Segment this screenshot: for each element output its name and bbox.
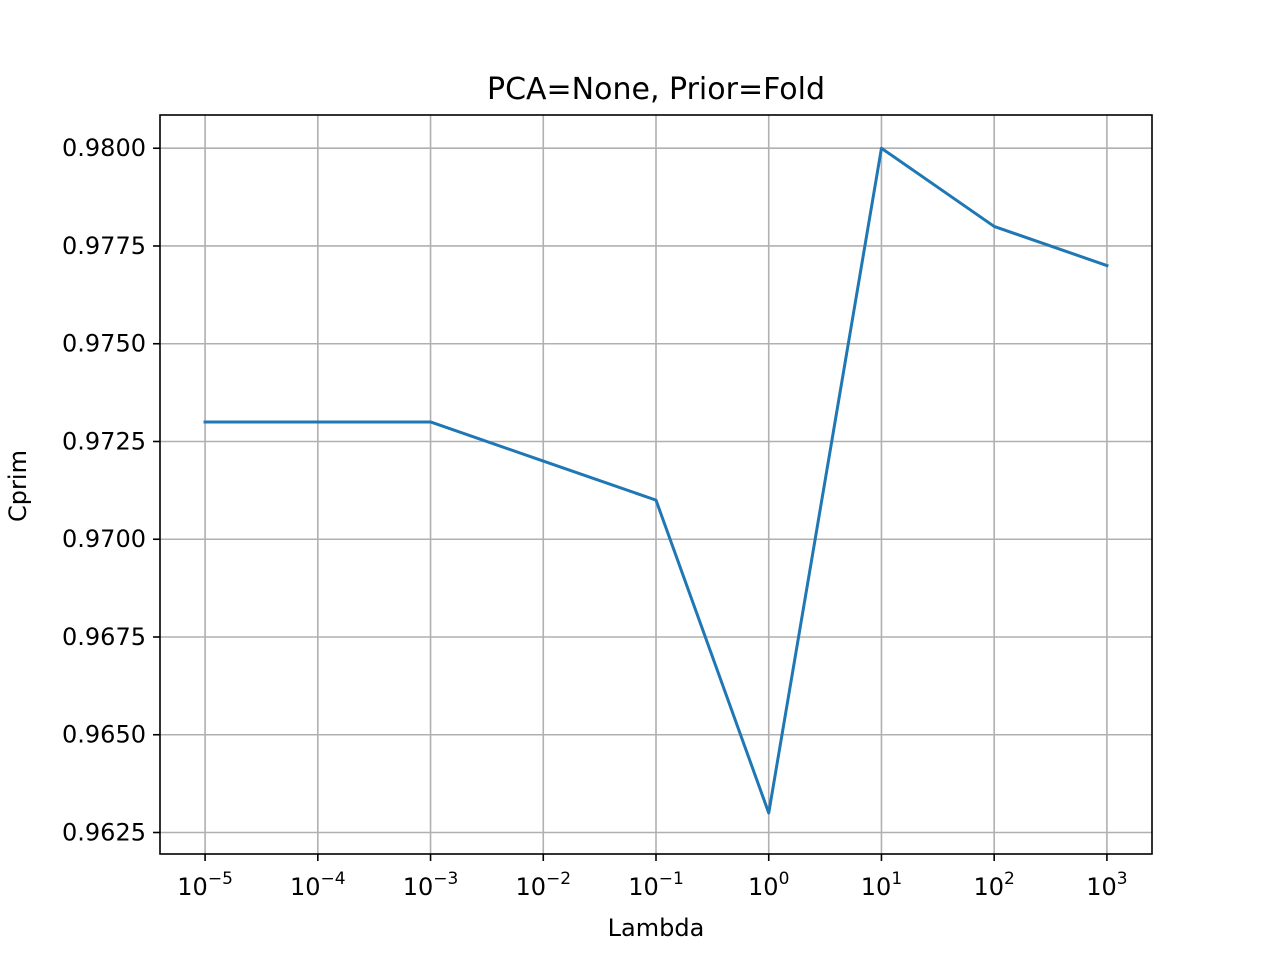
y-tick-label: 0.9800 [62,134,146,162]
series-layer [203,146,1109,815]
x-tick-label: 10−5 [177,869,233,901]
x-tick-label: 10−3 [403,869,459,901]
series-line [203,146,1109,815]
y-tick-label: 0.9775 [62,232,146,260]
x-axis-label: Lambda [608,914,705,942]
y-tick-label: 0.9725 [62,427,146,455]
y-tick-label: 0.9675 [62,623,146,651]
x-tick-label: 10−4 [290,869,346,901]
x-tick-label: 103 [1086,869,1127,901]
y-tick-label: 0.9750 [62,330,146,358]
x-tick-label: 10−1 [628,869,684,901]
x-tick-label: 10−2 [515,869,571,901]
y-tick-label: 0.9625 [62,818,146,846]
x-tick-label: 101 [861,869,902,901]
x-tick-label: 100 [748,869,789,901]
y-tick-label: 0.9650 [62,721,146,749]
x-tick-label: 102 [973,869,1014,901]
grid-lines [160,115,1152,854]
chart-title: PCA=None, Prior=Fold [487,72,825,107]
y-tick-label: 0.9700 [62,525,146,553]
axis-ticks: 10−5 10−4 10−3 10−2 10−1 100 101 102 103 0.9625 0.… [62,134,1128,901]
y-axis-label: Cprim [4,450,32,522]
